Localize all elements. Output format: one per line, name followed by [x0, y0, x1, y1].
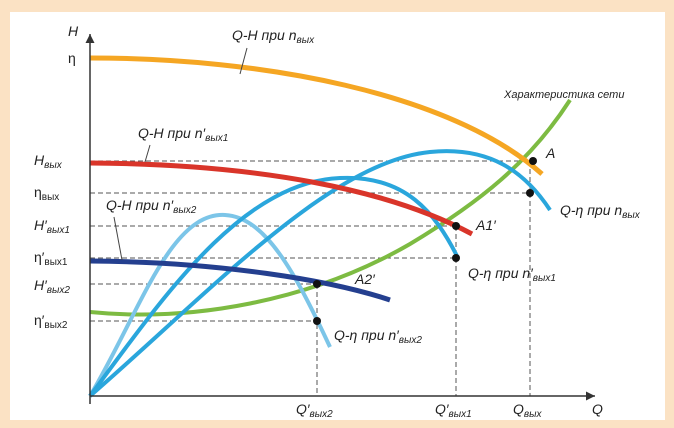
eff-curve-1: [88, 175, 460, 398]
y-axis-label: H: [68, 23, 79, 39]
qh-curve-2: [89, 258, 391, 303]
y-tick-eta-vyh1: η′вых1: [34, 249, 68, 268]
leader-qh-2: [113, 216, 123, 261]
label-qh-2: Q-H при n′вых2: [106, 197, 197, 216]
x-axis-label: Q: [592, 401, 603, 417]
label-eff-nom: Q-η при nвых: [560, 202, 641, 221]
label-qh-1: Q-H при n′вых1: [138, 125, 228, 144]
intersection-points: [313, 157, 537, 325]
y-tick-eta: η: [68, 50, 76, 66]
x-tick-q-vyh1: Q′вых1: [435, 401, 472, 420]
leader-qh-nom: [239, 47, 248, 75]
y-tick-eta-vyh2: η′вых2: [34, 312, 68, 331]
eff-curve-nom: [88, 149, 552, 398]
point-label-a: A: [545, 145, 555, 161]
x-tick-q-vyh2: Q′вых2: [296, 401, 333, 420]
y-tick-h-vyh: Hвых: [34, 152, 63, 171]
y-tick-h-vyh1: H′вых1: [34, 217, 70, 236]
point-label-a2: A2′: [354, 271, 376, 287]
qh-curve-nom: [89, 55, 544, 176]
qh-curve-1: [89, 160, 474, 237]
pump-characteristics-diagram: H Q η Hвых ηвых H′вых1 η′вых1 H′вых2 η′в…: [34, 23, 641, 420]
label-eff-2: Q-η при n′вых2: [334, 327, 422, 346]
diagram-frame: H Q η Hвых ηвых H′вых1 η′вых1 H′вых2 η′в…: [10, 12, 665, 420]
x-tick-q-vyh: Qвых: [513, 401, 542, 420]
label-eff-1: Q-η при n′вых1: [468, 265, 556, 284]
leader-qh-1: [144, 144, 151, 163]
guide-lines: [90, 160, 533, 396]
point-label-a1: A1′: [475, 217, 497, 233]
label-qh-nom: Q-H при nвых: [232, 27, 315, 46]
y-tick-h-vyh2: H′вых2: [34, 277, 70, 296]
eff-curve-2: [88, 212, 332, 398]
label-network: Характеристика сети: [503, 89, 624, 101]
y-tick-eta-vyh: ηвых: [34, 184, 59, 203]
